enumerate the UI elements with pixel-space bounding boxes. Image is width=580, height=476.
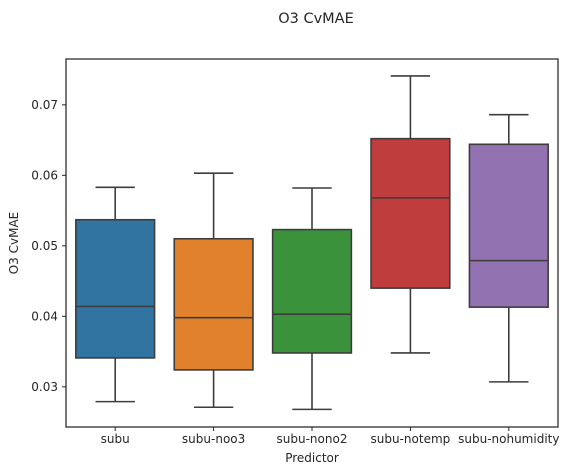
x-axis-label: Predictor <box>285 451 339 465</box>
y-axis-label: O3 CvMAE <box>7 212 21 275</box>
chart-title: O3 CvMAE <box>278 11 354 27</box>
y-tick-label: 0.07 <box>31 98 58 112</box>
y-tick-label: 0.05 <box>31 239 58 253</box>
box-subu <box>75 218 156 359</box>
x-tick-label: subu-nohumidity <box>458 432 559 446</box>
x-tick-label: subu-noo3 <box>182 432 245 446</box>
box-subu-nono2 <box>271 228 353 354</box>
box-subu-nohumidity <box>468 143 549 308</box>
y-tick-label: 0.04 <box>31 309 58 323</box>
x-tick-label: subu <box>101 432 130 446</box>
x-tick-label: subu-notemp <box>371 432 451 446</box>
plot-frame <box>65 58 559 428</box>
y-tick-label: 0.06 <box>31 168 58 182</box>
box-subu-noo3 <box>173 237 254 371</box>
box-subu-notemp <box>370 137 451 289</box>
y-tick-label: 0.03 <box>31 380 58 394</box>
x-tick-label: subu-nono2 <box>277 432 348 446</box>
